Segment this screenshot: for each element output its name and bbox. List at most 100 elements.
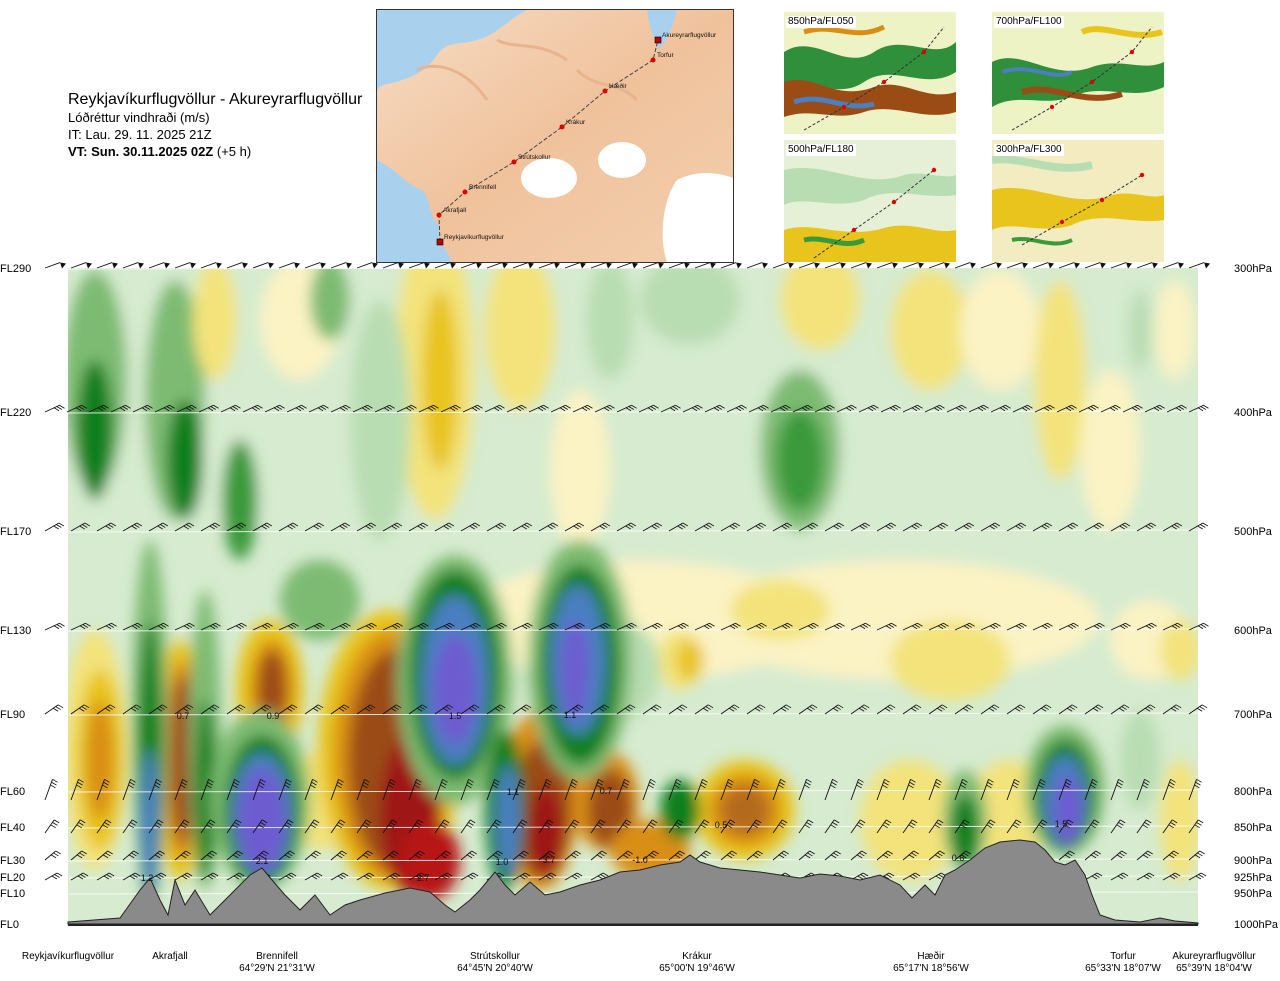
- contour-label: 1.2: [141, 873, 154, 883]
- route-map-svg: Akureyrarflugvöllur Torfur Hæðir Krákur Strú…: [377, 10, 733, 262]
- waypoint-name: Brennifell: [256, 951, 298, 962]
- panel-500hpa-label: 500hPa/FL180: [786, 144, 856, 156]
- waypoint-name: Torfur: [1110, 951, 1136, 962]
- contour-label: 0.7: [600, 786, 613, 796]
- map-point-akrafjall[interactable]: Akrafjall: [436, 207, 467, 218]
- waypoint-icon: [462, 189, 468, 195]
- contour-label: -1.0: [632, 855, 648, 865]
- map-point-reykjavikurflugvollur[interactable]: Reykjavíkurflugvöllur: [436, 234, 505, 246]
- fl-label-fl0: FL0: [0, 919, 19, 931]
- panel-500hpa-map: [784, 140, 956, 262]
- glacier-vatnajokull: [662, 173, 733, 262]
- hpa-label-850hpa: 850hPa: [1234, 822, 1273, 834]
- waypoint-name: Hæðir: [917, 951, 945, 962]
- level-line-600hpa: [67, 628, 1199, 632]
- waypoint-icon: [511, 159, 517, 165]
- waypoint-name: Krákur: [682, 951, 712, 962]
- map-point-label: Reykjavíkurflugvöllur: [444, 234, 505, 241]
- map-point-label: Torfur: [657, 52, 674, 59]
- waypoint-coord: 65°33'N 18°07'W: [1085, 963, 1161, 974]
- hpa-label-1000hpa: 1000hPa: [1234, 919, 1279, 931]
- hpa-label-950hpa: 950hPa: [1234, 888, 1273, 900]
- fjord-north: [647, 10, 677, 50]
- wind-barb-row: [44, 404, 1209, 413]
- sea-west: [377, 160, 452, 262]
- panel-700hpa-map: [992, 12, 1164, 134]
- wind-barb-row: [44, 704, 1208, 715]
- waypoint-coord: 65°39'N 18°04'W: [1176, 963, 1252, 974]
- fl-label-fl30: FL30: [0, 855, 25, 867]
- wind-barb-row: [44, 622, 1209, 631]
- panel-500hpa[interactable]: 500hPa/FL180: [784, 140, 956, 262]
- waypoint-name: Akrafjall: [152, 951, 188, 962]
- hpa-label-800hpa: 800hPa: [1234, 786, 1273, 798]
- route-line: [438, 39, 659, 243]
- map-point-h-ir[interactable]: Hæðir: [602, 82, 628, 94]
- airport-icon: [654, 36, 662, 44]
- contour-label: 1.1: [564, 710, 577, 720]
- airport-icon: [436, 238, 444, 246]
- waypoint-name: Reykjavíkurflugvöllur: [21, 951, 115, 962]
- contour-label: 0.6: [952, 853, 965, 863]
- panel-850hpa[interactable]: 850hPa/FL050: [784, 12, 956, 134]
- ground-line: [68, 924, 1198, 926]
- cross-section-chart: 1.2 0.7 0.9 2.1 2.7 1.5 1.1 1.0 1.1 3.7 0.7 -1.0 0.5…: [0, 262, 1279, 931]
- contour-label: 3.7: [543, 855, 556, 865]
- contour-label: 0.5: [715, 820, 728, 830]
- fl-label-fl220: FL220: [0, 407, 31, 419]
- fl-label-fl90: FL90: [0, 709, 25, 721]
- contour-label: 0.7: [177, 711, 190, 721]
- fl-label-fl60: FL60: [0, 786, 25, 798]
- fl-label-fl170: FL170: [0, 526, 31, 538]
- map-point-label: Brennifell: [469, 184, 497, 191]
- fl-label-fl10: FL10: [0, 888, 25, 900]
- panel-850hpa-map: [784, 12, 956, 134]
- map-point-torfur[interactable]: Torfur: [650, 52, 675, 63]
- waypoint-icon: [436, 212, 442, 218]
- waypoint-coord: 64°29'N 21°31'W: [239, 963, 315, 974]
- contour-label: 0.9: [267, 711, 280, 721]
- parameter-label: Lóðréttur vindhraði (m/s): [68, 110, 210, 125]
- level-line-700hpa: [67, 712, 1199, 716]
- terrain-profile: [67, 839, 1199, 925]
- terrain-ridges: [416, 38, 639, 102]
- contour-label: 1.5: [449, 711, 462, 721]
- valid-time-label: VT: Sun. 30.11.2025 02Z: [68, 144, 214, 159]
- glacier-hofsjokull: [598, 142, 646, 178]
- map-point-strutskollur[interactable]: Strútskollur: [511, 154, 552, 165]
- contour-label: 1.0: [496, 857, 509, 867]
- contour-labels: 1.2 0.7 0.9 2.1 2.7 1.5 1.1 1.0 1.1 3.7 0.7 -1.0 0.5…: [141, 710, 1068, 883]
- level-line-500hpa: [67, 529, 1199, 533]
- fl-label-fl290: FL290: [0, 263, 31, 275]
- sea-northwest: [377, 10, 527, 90]
- waypoint-coord: 65°17'N 18°56'W: [893, 963, 969, 974]
- valid-time-offset: (+5 h): [216, 144, 252, 159]
- glacier-langjokull: [521, 158, 577, 198]
- map-point-brennifell[interactable]: Brennifell: [462, 184, 497, 195]
- panel-700hpa[interactable]: 700hPa/FL100: [992, 12, 1164, 134]
- axis-labels: FL290 300hPa FL220 400hPa FL170 500hPa FL130 60…: [0, 263, 1279, 931]
- hpa-label-500hpa: 500hPa: [1234, 526, 1273, 538]
- contour-label: 1.5: [1055, 819, 1068, 829]
- waypoint-torfur: Torfur 65°33'N 18°07'W: [1053, 951, 1193, 975]
- panel-300hpa[interactable]: 300hPa/FL300: [992, 140, 1164, 262]
- panel-700hpa-label: 700hPa/FL100: [994, 16, 1064, 28]
- vertical-velocity-field: [68, 268, 1198, 900]
- fl-label-fl20: FL20: [0, 872, 25, 884]
- waypoint-icon: [602, 88, 608, 94]
- waypoint-icon: [650, 57, 656, 63]
- waypoint-strutskollur: Strútskollur 64°45'N 20°40'W: [425, 951, 565, 975]
- waypoint-coord: 65°00'N 19°46'W: [659, 963, 735, 974]
- route-title: Reykjavíkurflugvöllur - Akureyrarflugvöl…: [68, 91, 363, 108]
- contour-label: 1.1: [507, 787, 520, 797]
- route-map: Akureyrarflugvöllur Torfur Hæðir Krákur Strú…: [376, 9, 734, 263]
- map-point-label: Akrafjall: [443, 207, 467, 214]
- hpa-label-900hpa: 900hPa: [1234, 855, 1273, 867]
- fl-label-fl130: FL130: [0, 625, 31, 637]
- map-point-akureyrarflugvollur[interactable]: Akureyrarflugvöllur: [654, 32, 717, 44]
- map-point-krakur[interactable]: Krákur: [559, 119, 586, 130]
- wind-barb-row: [44, 522, 1209, 532]
- hpa-label-925hpa: 925hPa: [1234, 872, 1273, 884]
- hpa-label-300hpa: 300hPa: [1234, 263, 1273, 275]
- map-points: Akureyrarflugvöllur Torfur Hæðir Krákur Strú…: [436, 32, 717, 246]
